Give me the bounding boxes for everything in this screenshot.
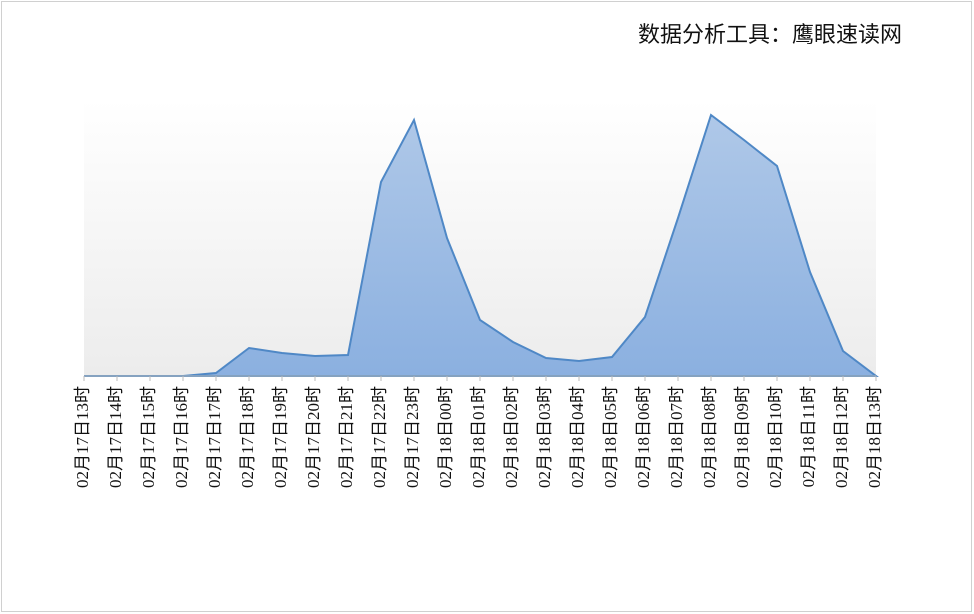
- x-tick-label: 02月18日09时: [733, 386, 752, 488]
- x-tick-label: 02月17日19时: [271, 386, 290, 488]
- x-tick-label: 02月18日00时: [436, 386, 455, 488]
- x-tick-label: 02月17日21时: [337, 386, 356, 488]
- x-tick-label: 02月17日13时: [73, 386, 92, 488]
- x-tick-label: 02月18日02时: [502, 386, 521, 488]
- x-tick-label: 02月17日22时: [370, 386, 389, 488]
- x-tick-label: 02月18日13时: [865, 386, 884, 488]
- x-tick-label: 02月17日17时: [205, 386, 224, 488]
- x-tick-label: 02月18日08时: [700, 386, 719, 488]
- area: [84, 113, 879, 377]
- x-tick-label: 02月17日14时: [106, 386, 125, 488]
- chart-title: 数据分析工具：鹰眼速读网: [638, 22, 902, 47]
- x-tick-label: 02月18日12时: [832, 386, 851, 488]
- x-tick-label: 02月18日06时: [634, 386, 653, 488]
- x-tick-label: 02月17日20时: [304, 386, 323, 488]
- x-tick-label: 02月17日18时: [238, 386, 257, 488]
- x-tick-label: 02月17日15时: [139, 386, 158, 488]
- x-tick-label: 02月18日03时: [535, 386, 554, 488]
- x-tick-label: 02月18日07时: [667, 386, 686, 488]
- x-tick-label: 02月18日05时: [601, 386, 620, 488]
- x-tick-label: 02月18日10时: [766, 386, 785, 488]
- x-tick-label: 02月18日11时: [799, 386, 818, 487]
- x-tick-label: 02月17日16时: [172, 386, 191, 488]
- x-tick-label: 02月17日23时: [403, 386, 422, 488]
- x-tick-label: 02月18日04时: [568, 386, 587, 488]
- x-tick-label: 02月18日01时: [469, 386, 488, 488]
